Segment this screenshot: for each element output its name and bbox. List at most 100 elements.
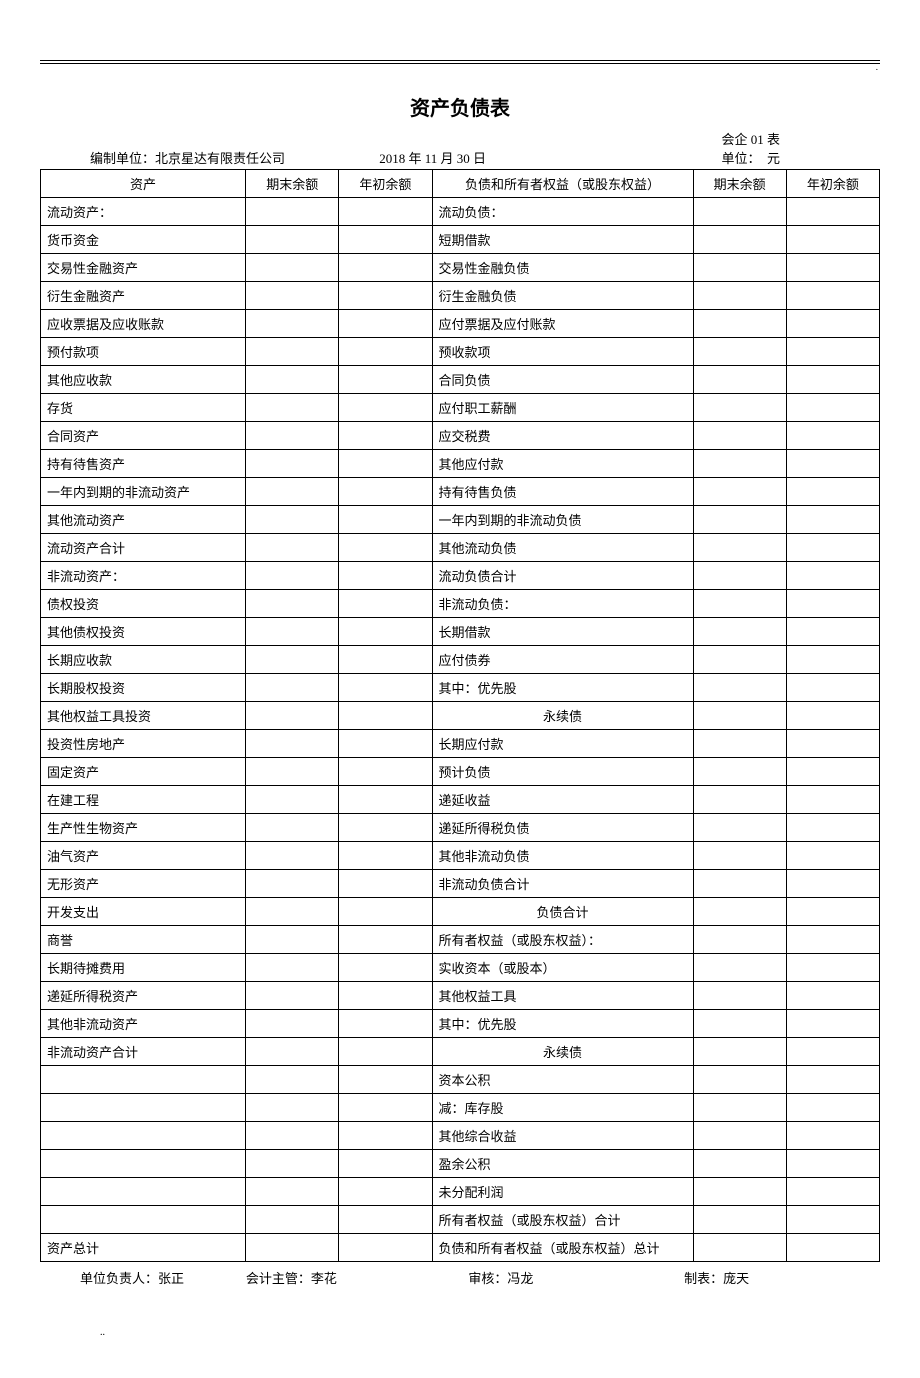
liab-end-balance [693,954,786,982]
table-row: 固定资产预计负债 [41,758,880,786]
liab-begin-balance [786,282,879,310]
table-row: 其他非流动资产其中：优先股 [41,1010,880,1038]
liab-begin-balance [786,814,879,842]
liab-end-balance [693,618,786,646]
signature-accountant: 会计主管：李花 [246,1268,429,1287]
liab-begin-balance [786,1122,879,1150]
table-row: 递延所得税资产其他权益工具 [41,982,880,1010]
liability-cell: 其中：优先股 [432,674,693,702]
liability-cell: 减：库存股 [432,1094,693,1122]
asset-cell [41,1178,246,1206]
liability-cell: 其他综合收益 [432,1122,693,1150]
asset-end-balance [246,226,339,254]
asset-cell: 其他债权投资 [41,618,246,646]
header-asset: 资产 [41,170,246,198]
liability-cell: 递延收益 [432,786,693,814]
asset-end-balance [246,310,339,338]
page-footer-dots: .. [40,1327,880,1338]
asset-cell: 非流动资产： [41,562,246,590]
liab-end-balance [693,506,786,534]
table-row: 投资性房地产长期应付款 [41,730,880,758]
liab-begin-balance [786,366,879,394]
liab-begin-balance [786,310,879,338]
liab-end-balance [693,1094,786,1122]
liab-end-balance [693,534,786,562]
liab-begin-balance [786,478,879,506]
table-row: 未分配利润 [41,1178,880,1206]
asset-cell: 在建工程 [41,786,246,814]
liability-cell: 应付债券 [432,646,693,674]
form-number: 会企 01 表 [40,129,780,148]
table-row: 一年内到期的非流动资产持有待售负债 [41,478,880,506]
liab-begin-balance [786,1010,879,1038]
asset-begin-balance [339,786,432,814]
liab-end-balance [693,310,786,338]
liab-end-balance [693,562,786,590]
asset-end-balance [246,814,339,842]
asset-cell: 持有待售资产 [41,450,246,478]
table-row: 减：库存股 [41,1094,880,1122]
asset-begin-balance [339,842,432,870]
liability-cell: 预计负债 [432,758,693,786]
asset-cell: 资产总计 [41,1234,246,1262]
liab-end-balance [693,1038,786,1066]
asset-cell: 油气资产 [41,842,246,870]
asset-cell: 长期股权投资 [41,674,246,702]
liability-cell: 长期借款 [432,618,693,646]
asset-end-balance [246,758,339,786]
liab-begin-balance [786,870,879,898]
liab-end-balance [693,1122,786,1150]
asset-cell: 其他流动资产 [41,506,246,534]
asset-end-balance [246,478,339,506]
liab-end-balance [693,814,786,842]
asset-begin-balance [339,954,432,982]
liability-cell: 负债合计 [432,898,693,926]
table-row: 长期股权投资 其中：优先股 [41,674,880,702]
header-begin-balance-2: 年初余额 [786,170,879,198]
liab-begin-balance [786,954,879,982]
liab-begin-balance [786,702,879,730]
table-row: 交易性金融资产交易性金融负债 [41,254,880,282]
liab-end-balance [693,226,786,254]
table-row: 非流动资产：流动负债合计 [41,562,880,590]
asset-begin-balance [339,478,432,506]
liability-cell: 流动负债： [432,198,693,226]
asset-end-balance [246,842,339,870]
asset-end-balance [246,1122,339,1150]
table-row: 无形资产非流动负债合计 [41,870,880,898]
asset-cell: 债权投资 [41,590,246,618]
asset-cell: 合同资产 [41,422,246,450]
liab-begin-balance [786,1234,879,1262]
asset-end-balance [246,422,339,450]
liability-cell: 负债和所有者权益（或股东权益）总计 [432,1234,693,1262]
header-liability: 负债和所有者权益（或股东权益） [432,170,693,198]
asset-end-balance [246,338,339,366]
asset-begin-balance [339,982,432,1010]
liab-end-balance [693,478,786,506]
table-row: 生产性生物资产递延所得税负债 [41,814,880,842]
asset-begin-balance [339,198,432,226]
asset-end-balance [246,618,339,646]
asset-end-balance [246,562,339,590]
table-row: 其他综合收益 [41,1122,880,1150]
liab-end-balance [693,870,786,898]
table-row: 预付款项预收款项 [41,338,880,366]
asset-end-balance [246,1150,339,1178]
asset-begin-balance [339,702,432,730]
table-row: 流动资产合计其他流动负债 [41,534,880,562]
liability-cell: 合同负债 [432,366,693,394]
liab-end-balance [693,842,786,870]
asset-cell: 存货 [41,394,246,422]
asset-end-balance [246,590,339,618]
liab-begin-balance [786,926,879,954]
liability-cell: 资本公积 [432,1066,693,1094]
asset-begin-balance [339,506,432,534]
asset-cell: 其他非流动资产 [41,1010,246,1038]
asset-end-balance [246,730,339,758]
liab-begin-balance [786,898,879,926]
asset-end-balance [246,394,339,422]
liab-end-balance [693,450,786,478]
page-title: 资产负债表 [40,92,880,121]
asset-end-balance [246,506,339,534]
liab-end-balance [693,1206,786,1234]
